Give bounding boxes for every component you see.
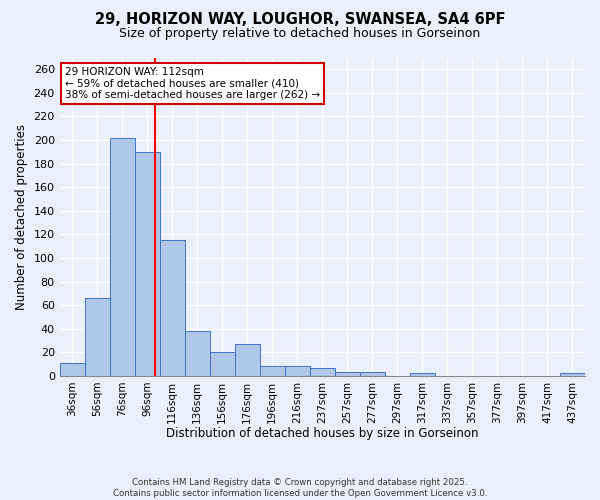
Bar bbox=[310, 368, 335, 376]
Bar bbox=[360, 372, 385, 376]
Bar bbox=[110, 138, 135, 376]
Text: 29 HORIZON WAY: 112sqm
← 59% of detached houses are smaller (410)
38% of semi-de: 29 HORIZON WAY: 112sqm ← 59% of detached… bbox=[65, 67, 320, 100]
Bar bbox=[260, 366, 285, 376]
Text: Contains HM Land Registry data © Crown copyright and database right 2025.
Contai: Contains HM Land Registry data © Crown c… bbox=[113, 478, 487, 498]
Bar bbox=[185, 331, 210, 376]
Bar bbox=[560, 374, 585, 376]
Bar bbox=[59, 363, 85, 376]
Bar bbox=[85, 298, 110, 376]
Bar bbox=[135, 152, 160, 376]
Bar bbox=[160, 240, 185, 376]
Y-axis label: Number of detached properties: Number of detached properties bbox=[15, 124, 28, 310]
Bar bbox=[210, 352, 235, 376]
Bar bbox=[285, 366, 310, 376]
Bar bbox=[410, 374, 435, 376]
Bar bbox=[335, 372, 360, 376]
Text: Size of property relative to detached houses in Gorseinon: Size of property relative to detached ho… bbox=[119, 28, 481, 40]
X-axis label: Distribution of detached houses by size in Gorseinon: Distribution of detached houses by size … bbox=[166, 427, 479, 440]
Text: 29, HORIZON WAY, LOUGHOR, SWANSEA, SA4 6PF: 29, HORIZON WAY, LOUGHOR, SWANSEA, SA4 6… bbox=[95, 12, 505, 28]
Bar bbox=[235, 344, 260, 376]
